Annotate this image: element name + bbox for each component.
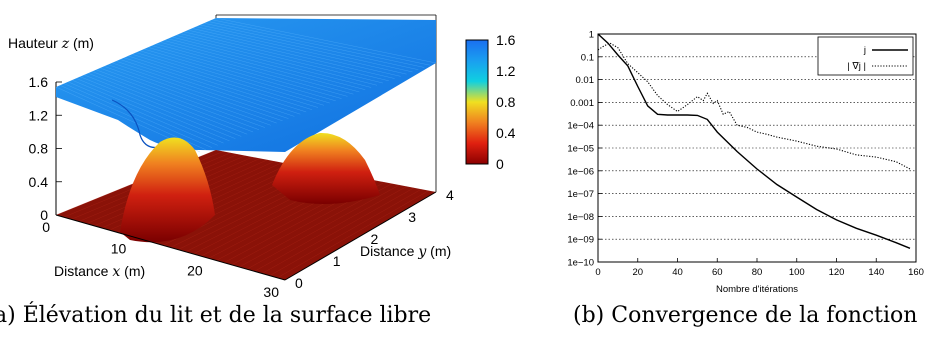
y-tick-labels: 0 1 2 3 4 xyxy=(295,187,454,291)
y-tick-label: 1 xyxy=(333,253,341,269)
y-tick-labels: 1 0.1 0.01 0.001 1e−04 1e−05 1e−06 1e−07 1e−08 1e… xyxy=(567,30,594,269)
y-tick-label: 0.001 xyxy=(570,98,594,109)
x-tick-label: 40 xyxy=(672,267,683,278)
x-tick-label: 120 xyxy=(829,267,845,278)
y-tick-label: 1e−06 xyxy=(567,166,594,177)
y-tick-label: 1e−04 xyxy=(567,121,594,132)
series-line-grad-j xyxy=(597,42,911,170)
y-tick-label: 0 xyxy=(295,275,303,291)
series-lines xyxy=(597,33,911,249)
z-tick-labels: 0 0.4 0.8 1.2 1.6 xyxy=(29,74,62,223)
convergence-plot: 1 0.1 0.01 0.001 1e−04 1e−05 1e−06 1e−07 1e−08 1e… xyxy=(567,30,924,296)
x-tick-labels: 0 10 20 30 xyxy=(42,219,279,300)
y-tick-label: 1e−07 xyxy=(567,189,594,200)
x-tick-label: 140 xyxy=(868,267,884,278)
y-tick-label: 0.1 xyxy=(581,52,594,63)
x-axis-line xyxy=(55,214,286,281)
y-tick-label: 1e−09 xyxy=(567,235,594,246)
z-tick-label: 0.4 xyxy=(29,174,49,190)
y-gridlines xyxy=(598,33,916,263)
z-tick-label: 0 xyxy=(40,207,48,223)
z-tick-label: 0.8 xyxy=(29,141,49,157)
y-tick-label: 1e−10 xyxy=(567,258,594,269)
y-tick-label: 2 xyxy=(371,231,379,247)
bed-bump-1 xyxy=(120,137,215,243)
colorbar-tick-label: 0.8 xyxy=(496,94,516,110)
y-axis-line xyxy=(284,191,437,281)
legend-box xyxy=(817,36,914,76)
z-tick-label: 1.2 xyxy=(29,107,49,123)
x-tick-label: 20 xyxy=(632,267,643,278)
z-axis-label: Hauteur z (m) xyxy=(8,35,94,52)
colorbar-tick-label: 1.2 xyxy=(496,63,516,79)
legend-label: j xyxy=(863,45,866,56)
bed-bump-2 xyxy=(272,132,380,204)
y-tick-label: 1 xyxy=(589,30,594,41)
x-axis-label: Distance x (m) xyxy=(54,263,145,280)
series-line-j xyxy=(597,33,911,249)
y-tick-label: 1e−05 xyxy=(567,144,594,155)
x-tick-label: 20 xyxy=(187,262,203,278)
x-tick-label: 60 xyxy=(712,267,723,278)
colorbar-tick-label: 1.6 xyxy=(496,32,516,48)
y-axis-label: Distance y (m) xyxy=(360,243,451,260)
x-axis-label: Nombre d'itérations xyxy=(716,284,798,295)
water-surface xyxy=(56,18,436,152)
colorbar xyxy=(465,39,489,165)
colorbar-tick-label: 0 xyxy=(496,156,504,172)
caption-a: a) Élévation du lit et de la surface lib… xyxy=(0,303,432,328)
x-tick-label: 0 xyxy=(42,219,50,235)
x-tick-label: 100 xyxy=(789,267,805,278)
x-tick-label: 30 xyxy=(263,284,279,300)
legend-label: | ∇j | xyxy=(847,61,866,72)
x-tick-label: 0 xyxy=(595,267,600,278)
legend: j | ∇j | xyxy=(817,36,914,76)
z-tick-label: 1.6 xyxy=(29,74,49,90)
y-tick-label: 0.01 xyxy=(576,75,595,86)
x-tick-labels: 0 20 40 60 80 100 120 140 160 xyxy=(595,258,924,278)
caption-b: (b) Convergence de la fonction coû xyxy=(573,303,925,328)
x-tick-label: 160 xyxy=(908,267,924,278)
x-tick-label: 80 xyxy=(752,267,763,278)
colorbar-tick-label: 0.4 xyxy=(496,125,516,141)
y-tick-label: 1e−08 xyxy=(567,212,594,223)
bed-surface xyxy=(56,150,436,280)
y-tick-label: 4 xyxy=(446,187,454,203)
colorbar-tick-labels: 0 0.4 0.8 1.2 1.6 xyxy=(496,32,516,172)
x-tick-label: 10 xyxy=(111,241,127,257)
y-tick-label: 3 xyxy=(408,209,416,225)
